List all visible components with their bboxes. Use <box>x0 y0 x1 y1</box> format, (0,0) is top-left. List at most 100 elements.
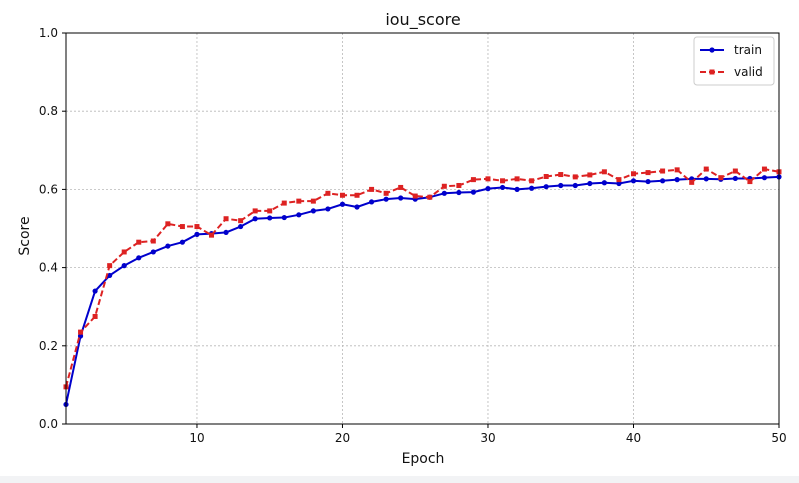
series-point-train <box>136 255 142 261</box>
series-point-train <box>383 196 389 202</box>
series-point-train <box>703 176 709 182</box>
series-point-valid <box>223 216 229 222</box>
series-point-train <box>368 199 375 205</box>
legend: train valid <box>693 36 775 86</box>
series-point-valid <box>252 208 258 214</box>
series-point-valid <box>136 239 142 245</box>
series-point-train <box>398 195 404 201</box>
series-point-train <box>354 204 360 210</box>
series-point-train <box>121 263 127 269</box>
series-point-train <box>499 184 506 191</box>
y-axis-label: Score <box>17 216 33 255</box>
series-point-valid <box>398 184 404 190</box>
series-point-valid <box>674 167 680 173</box>
series-point-train <box>179 239 186 245</box>
series-point-valid <box>660 168 666 174</box>
series-point-valid <box>558 172 564 178</box>
legend-label-train: train <box>734 43 762 57</box>
series-point-train <box>732 175 738 182</box>
legend-marker-valid <box>709 69 715 75</box>
series-point-train <box>441 190 447 196</box>
series-point-valid <box>543 173 549 179</box>
series-point-valid <box>485 176 491 182</box>
series-point-valid <box>689 179 695 185</box>
series-point-valid <box>427 194 433 200</box>
series-point-valid <box>354 192 360 198</box>
series-point-train <box>485 186 491 192</box>
series-point-train <box>674 177 680 183</box>
series-point-valid <box>500 178 506 184</box>
series-point-valid <box>78 329 84 335</box>
series-point-train <box>107 272 113 279</box>
series-point-train <box>616 180 622 187</box>
series-point-train <box>165 243 171 249</box>
series-point-valid <box>179 224 185 230</box>
series-point-train <box>456 189 462 196</box>
series-point-train <box>296 212 302 218</box>
y-tick-label: 1.0 <box>39 26 58 40</box>
series-point-valid <box>470 177 476 183</box>
series-point-valid <box>587 172 593 178</box>
series-point-train <box>601 180 607 186</box>
series-point-valid <box>601 169 607 175</box>
series-point-train <box>587 180 593 187</box>
plot-frame <box>65 32 780 425</box>
series-point-valid <box>325 190 331 196</box>
series-point-train <box>325 206 331 212</box>
y-tick-label: 0.8 <box>39 104 58 118</box>
series-point-train <box>572 182 578 189</box>
series-point-valid <box>310 198 316 204</box>
series-point-train <box>645 178 651 185</box>
series-point-valid <box>281 200 287 206</box>
series-point-valid <box>209 232 215 238</box>
series-point-train <box>659 178 666 184</box>
y-tick-label: 0.0 <box>39 417 58 431</box>
series-point-valid <box>514 176 520 182</box>
series-point-valid <box>616 177 622 183</box>
series-point-valid <box>630 171 636 177</box>
series-point-train <box>150 249 156 255</box>
series-point-valid <box>747 179 753 185</box>
series-layer <box>63 166 782 408</box>
series-point-train <box>281 214 287 221</box>
series-point-train <box>252 216 258 222</box>
series-point-valid <box>529 178 535 184</box>
series-point-valid <box>194 224 200 230</box>
legend-label-valid: valid <box>734 65 763 79</box>
series-point-valid <box>107 263 113 269</box>
axis-ticks: 10 20 30 40 50 0.0 0.2 0.4 0.6 0.8 1.0 <box>39 26 787 445</box>
series-point-valid <box>761 166 767 172</box>
series-point-valid <box>150 238 156 244</box>
series-point-train <box>543 184 549 190</box>
series-point-valid <box>732 168 738 174</box>
series-point-valid <box>296 198 302 204</box>
series-point-train <box>514 186 520 192</box>
y-tick-label: 0.2 <box>39 339 58 353</box>
series-point-valid <box>572 174 578 180</box>
series-point-train <box>761 175 768 181</box>
series-point-valid <box>369 186 375 192</box>
series-point-train <box>310 208 316 214</box>
series-point-train <box>267 215 273 221</box>
x-axis-label: Epoch <box>402 451 445 467</box>
series-point-valid <box>645 170 651 176</box>
series-point-train <box>238 223 244 230</box>
series-point-valid <box>456 182 462 188</box>
series-point-train <box>630 178 637 184</box>
series-point-valid <box>412 193 418 199</box>
series-point-valid <box>92 313 98 319</box>
legend-marker-train <box>709 47 715 53</box>
series-point-valid <box>238 218 244 224</box>
x-tick-label: 50 <box>771 431 786 445</box>
series-point-valid <box>121 249 127 255</box>
series-point-valid <box>165 221 171 227</box>
series-point-train <box>470 189 477 195</box>
series-point-train <box>194 231 200 237</box>
series-point-train <box>529 185 535 191</box>
x-tick-label: 20 <box>335 431 350 445</box>
series-point-train <box>77 333 84 339</box>
series-point-train <box>558 182 564 189</box>
series-point-train <box>92 288 98 294</box>
